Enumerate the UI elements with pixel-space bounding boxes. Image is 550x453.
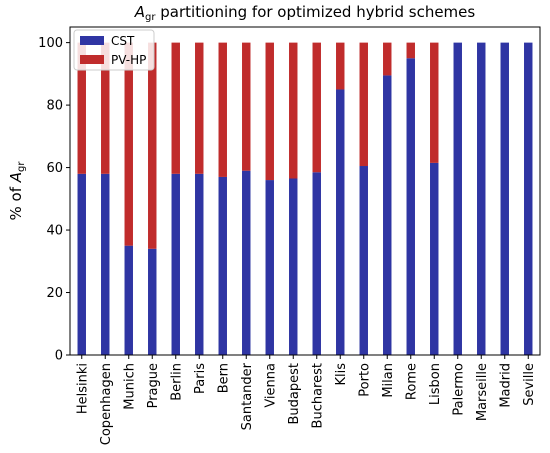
bar-pv-hp-rome [406, 42, 415, 59]
x-tick-label-milan: Milan [381, 363, 396, 398]
bar-cst-copenhagen [101, 173, 110, 355]
title-symbol: A [134, 3, 145, 21]
bar-cst-budapest [289, 178, 298, 355]
x-tick-label-paris: Paris [193, 363, 208, 394]
title-subscript: gr [145, 12, 156, 23]
bar-cst-munich [124, 245, 133, 355]
legend-swatch-pv-hp [80, 55, 104, 64]
bar-pv-hp-munich [124, 42, 133, 246]
bar-cst-vienna [265, 180, 274, 355]
axes-group [69, 26, 541, 356]
bar-pv-hp-vienna [265, 42, 274, 181]
bar-pv-hp-paris [195, 42, 204, 174]
bar-cst-klis [336, 89, 345, 355]
x-tick-label-bucharest: Bucharest [310, 363, 325, 428]
legend-label-pv-hp: PV-HP [111, 53, 146, 67]
x-tick-label-berlin: Berlin [169, 363, 184, 401]
x-tick-label-santander: Santander [240, 362, 255, 430]
x-tick-label-palermo: Palermo [451, 363, 466, 416]
bar-pv-hp-milan [383, 42, 392, 76]
x-tick-label-seville: Seville [522, 363, 537, 406]
bar-pv-hp-santander [242, 42, 251, 171]
plot-frame [69, 26, 541, 356]
y-axis-label-prefix: % of [7, 182, 25, 220]
x-ticks-group: Helsinki Copenhagen Munich Prague Berlin Pari… [75, 355, 537, 445]
x-tick-label-rome: Rome [404, 363, 419, 400]
y-tick-label: 80 [46, 99, 63, 114]
legend-label-cst: CST [111, 34, 135, 48]
y-tick-label: 40 [46, 224, 63, 239]
bar-pv-hp-bucharest [312, 42, 321, 173]
bar-cst-prague [148, 248, 157, 355]
y-axis-label-group: % of Agr [7, 161, 27, 221]
chart-title-group: Agr partitioning for optimized hybrid sc… [134, 3, 476, 23]
x-tick-label-lisbon: Lisbon [428, 363, 443, 405]
bar-cst-berlin [171, 173, 180, 355]
bar-cst-porto [359, 166, 368, 355]
bar-cst-seville [524, 42, 533, 355]
x-tick-label-porto: Porto [357, 363, 372, 397]
bar-cst-bern [218, 176, 227, 355]
y-tick-label: 60 [46, 161, 63, 176]
bar-cst-paris [195, 173, 204, 355]
y-axis-label-subscript: gr [16, 161, 27, 172]
bar-pv-hp-berlin [171, 42, 180, 174]
x-tick-label-helsinki: Helsinki [75, 363, 90, 414]
bars-group [77, 42, 533, 356]
x-tick-label-bern: Bern [216, 363, 231, 393]
title-text: partitioning for optimized hybrid scheme… [156, 3, 476, 21]
bar-pv-hp-porto [359, 42, 368, 167]
y-tick-label: 0 [55, 349, 63, 364]
x-tick-label-prague: Prague [146, 363, 161, 408]
y-axis-label-symbol: A [7, 172, 25, 183]
bar-pv-hp-budapest [289, 42, 298, 179]
x-tick-label-klis: Klis [334, 363, 349, 386]
bar-cst-helsinki [77, 173, 86, 355]
y-tick-label: 20 [46, 286, 63, 301]
bar-pv-hp-klis [336, 42, 345, 90]
bar-pv-hp-lisbon [430, 42, 439, 163]
bar-cst-rome [406, 58, 415, 355]
bar-cst-madrid [500, 42, 509, 355]
bar-pv-hp-helsinki [77, 42, 86, 174]
bar-cst-palermo [453, 42, 462, 355]
bar-pv-hp-copenhagen [101, 42, 110, 174]
y-ticks-group: 0 20 40 60 80 100 [38, 36, 70, 364]
chart-title: Agr partitioning for optimized hybrid sc… [134, 3, 476, 23]
x-tick-label-copenhagen: Copenhagen [99, 363, 114, 445]
bar-cst-bucharest [312, 172, 321, 355]
bar-pv-hp-bern [218, 42, 227, 177]
bar-pv-hp-prague [148, 42, 157, 249]
legend-swatch-cst [80, 36, 104, 45]
x-tick-label-munich: Munich [122, 363, 137, 410]
bar-cst-marseille [477, 42, 486, 355]
x-tick-label-marseille: Marseille [475, 363, 490, 421]
bar-cst-santander [242, 170, 251, 355]
y-axis-label: % of Agr [7, 161, 27, 221]
x-tick-label-vienna: Vienna [263, 363, 278, 408]
y-tick-label: 100 [38, 36, 63, 51]
bar-cst-lisbon [430, 162, 439, 355]
legend: CST PV-HP [73, 29, 155, 71]
bar-cst-milan [383, 75, 392, 356]
x-tick-label-budapest: Budapest [287, 363, 302, 425]
x-tick-label-madrid: Madrid [498, 363, 513, 408]
